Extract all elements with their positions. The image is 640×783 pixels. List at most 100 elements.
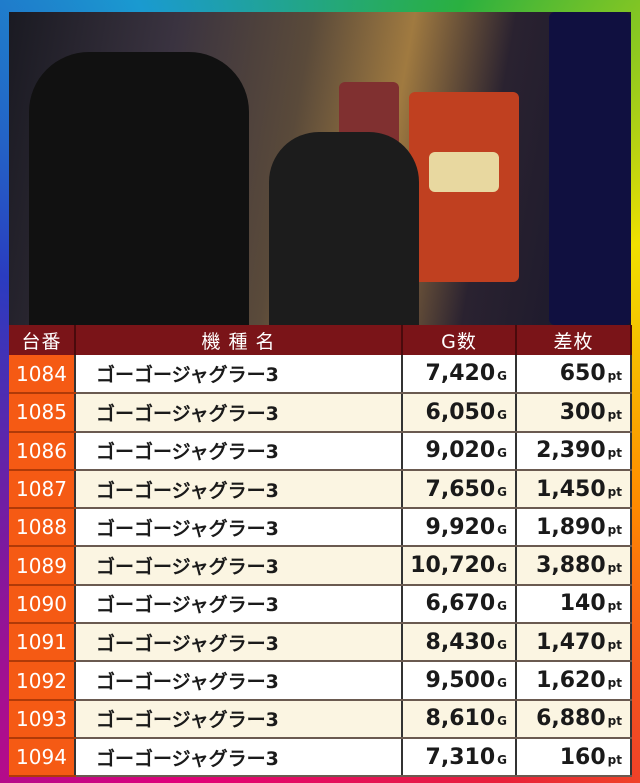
- coin-diff: 650 pt: [516, 355, 632, 395]
- game-unit: G: [497, 714, 507, 729]
- header-diff: 差枚: [516, 325, 632, 355]
- header-row: 台番 機 種 名 G数 差枚: [9, 325, 632, 355]
- game-count-value: 10,720: [410, 553, 496, 579]
- machine-name: ゴーゴージャグラー3: [75, 737, 403, 778]
- slot-hall-photo: [9, 12, 631, 325]
- game-count-value: 7,420: [425, 361, 496, 387]
- diff-unit: pt: [607, 637, 622, 652]
- results-board: 台番 機 種 名 G数 差枚 1084 ゴーゴージャグラー3 7,420 G 65…: [9, 12, 632, 778]
- machine-name: ゴーゴージャグラー3: [75, 393, 403, 433]
- machine-number: 1094: [9, 737, 76, 778]
- table-row: 1094 ゴーゴージャグラー3 7,310 G 160 pt: [9, 737, 632, 778]
- game-count: 9,920 G: [402, 508, 517, 548]
- machine-number: 1091: [9, 623, 76, 663]
- table-row: 1088 ゴーゴージャグラー3 9,920 G 1,890 pt: [9, 508, 632, 548]
- table-row: 1087 ゴーゴージャグラー3 7,650 G 1,450 pt: [9, 469, 632, 510]
- diff-unit: pt: [607, 752, 622, 767]
- coin-diff: 6,880 pt: [516, 699, 632, 739]
- machine-number: 1088: [9, 508, 76, 548]
- game-count: 6,050 G: [402, 393, 517, 433]
- coin-diff: 160 pt: [516, 737, 632, 778]
- machine-name: ゴーゴージャグラー3: [75, 431, 403, 471]
- game-count: 8,610 G: [402, 699, 517, 739]
- machine-number: 1086: [9, 431, 76, 471]
- diff-unit: pt: [607, 446, 622, 461]
- header-name: 機 種 名: [75, 325, 403, 355]
- machine-number: 1093: [9, 699, 76, 739]
- coin-diff: 1,450 pt: [516, 469, 632, 510]
- machine-name: ゴーゴージャグラー3: [75, 661, 403, 701]
- table-row: 1091 ゴーゴージャグラー3 8,430 G 1,470 pt: [9, 623, 632, 663]
- machine-number: 1089: [9, 546, 76, 586]
- table-row: 1089 ゴーゴージャグラー3 10,720 G 3,880 pt: [9, 546, 632, 586]
- game-count: 8,430 G: [402, 623, 517, 663]
- diff-unit: pt: [607, 599, 622, 614]
- game-unit: G: [497, 522, 507, 537]
- machine-number: 1090: [9, 584, 76, 625]
- coin-diff-value: 6,880: [536, 706, 606, 732]
- game-unit: G: [497, 446, 507, 461]
- game-count-value: 8,610: [425, 706, 496, 732]
- game-count: 9,020 G: [402, 431, 517, 471]
- game-unit: G: [497, 676, 507, 691]
- coin-diff: 1,890 pt: [516, 508, 632, 548]
- results-table: 台番 機 種 名 G数 差枚 1084 ゴーゴージャグラー3 7,420 G 65…: [9, 325, 632, 778]
- table-row: 1093 ゴーゴージャグラー3 8,610 G 6,880 pt: [9, 699, 632, 739]
- game-count-value: 6,050: [425, 399, 496, 425]
- table-row: 1086 ゴーゴージャグラー3 9,020 G 2,390 pt: [9, 431, 632, 471]
- machine-name: ゴーゴージャグラー3: [75, 469, 403, 510]
- game-unit: G: [497, 407, 507, 422]
- machine-number: 1087: [9, 469, 76, 510]
- game-unit: G: [497, 561, 507, 576]
- coin-diff-value: 1,470: [536, 629, 606, 655]
- machine-name: ゴーゴージャグラー3: [75, 623, 403, 663]
- machine-name: ゴーゴージャグラー3: [75, 546, 403, 586]
- game-count-value: 7,310: [425, 744, 496, 770]
- machine-number: 1084: [9, 355, 76, 395]
- game-count: 7,420 G: [402, 355, 517, 395]
- game-count-value: 9,500: [425, 668, 496, 694]
- machine-number: 1092: [9, 661, 76, 701]
- diff-unit: pt: [607, 561, 622, 576]
- game-count-value: 9,920: [425, 514, 496, 540]
- diff-unit: pt: [607, 714, 622, 729]
- game-count: 7,650 G: [402, 469, 517, 510]
- game-count-value: 8,430: [425, 629, 496, 655]
- header-no: 台番: [9, 325, 76, 355]
- game-unit: G: [497, 599, 507, 614]
- diff-unit: pt: [607, 407, 622, 422]
- machine-name: ゴーゴージャグラー3: [75, 699, 403, 739]
- coin-diff: 2,390 pt: [516, 431, 632, 471]
- coin-diff-value: 2,390: [536, 438, 606, 464]
- table-row: 1092 ゴーゴージャグラー3 9,500 G 1,620 pt: [9, 661, 632, 701]
- coin-diff-value: 650: [559, 361, 606, 387]
- coin-diff-value: 300: [559, 399, 606, 425]
- coin-diff-value: 1,620: [536, 668, 606, 694]
- game-count: 9,500 G: [402, 661, 517, 701]
- coin-diff-value: 1,890: [536, 514, 606, 540]
- diff-unit: pt: [607, 484, 622, 499]
- game-unit: G: [497, 369, 507, 384]
- coin-diff: 140 pt: [516, 584, 632, 625]
- game-count: 6,670 G: [402, 584, 517, 625]
- coin-diff: 300 pt: [516, 393, 632, 433]
- game-unit: G: [497, 752, 507, 767]
- game-unit: G: [497, 637, 507, 652]
- coin-diff-value: 160: [559, 744, 606, 770]
- machine-name: ゴーゴージャグラー3: [75, 508, 403, 548]
- game-count-value: 9,020: [425, 438, 496, 464]
- game-count: 7,310 G: [402, 737, 517, 778]
- diff-unit: pt: [607, 522, 622, 537]
- game-count-value: 7,650: [425, 476, 496, 502]
- coin-diff: 3,880 pt: [516, 546, 632, 586]
- header-games: G数: [402, 325, 517, 355]
- diff-unit: pt: [607, 676, 622, 691]
- machine-name: ゴーゴージャグラー3: [75, 355, 403, 395]
- game-unit: G: [497, 484, 507, 499]
- coin-diff-value: 140: [559, 591, 606, 617]
- game-count: 10,720 G: [402, 546, 517, 586]
- diff-unit: pt: [607, 369, 622, 384]
- machine-name: ゴーゴージャグラー3: [75, 584, 403, 625]
- coin-diff: 1,470 pt: [516, 623, 632, 663]
- table-row: 1090 ゴーゴージャグラー3 6,670 G 140 pt: [9, 584, 632, 625]
